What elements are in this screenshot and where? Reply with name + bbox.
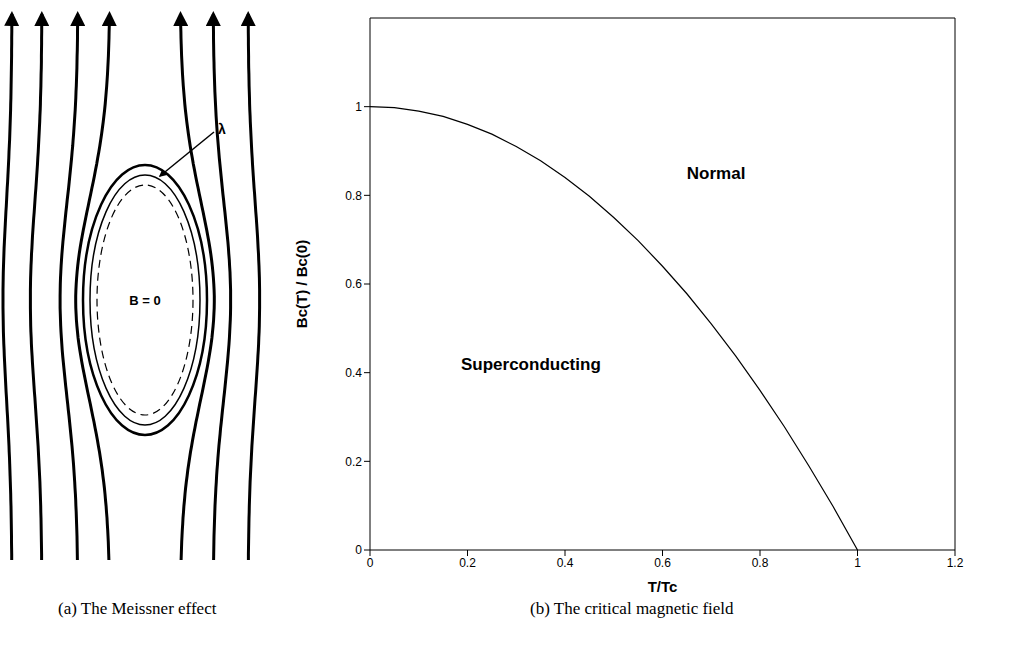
svg-text:0: 0 [367, 556, 374, 570]
svg-text:0: 0 [355, 543, 362, 557]
html-text:(b) The critical magnetic fiel: (b) The critical magnetic field [530, 599, 734, 618]
svg-text:0.2: 0.2 [459, 556, 476, 570]
svg-text:0.6: 0.6 [345, 277, 362, 291]
svg-text:T/Tc: T/Tc [648, 578, 678, 595]
svg-text:λ: λ [218, 121, 226, 137]
svg-text:0.8: 0.8 [345, 189, 362, 203]
svg-text:Bc(T) / Bc(0): Bc(T) / Bc(0) [293, 240, 310, 328]
svg-text:B = 0: B = 0 [129, 293, 160, 308]
svg-text:0.4: 0.4 [557, 556, 574, 570]
svg-text:Superconducting: Superconducting [461, 355, 601, 374]
svg-text:1.2: 1.2 [947, 556, 964, 570]
html-text:(a) The Meissner effect: (a) The Meissner effect [58, 599, 217, 618]
svg-text:0.8: 0.8 [752, 556, 769, 570]
svg-text:0.2: 0.2 [345, 455, 362, 469]
svg-text:0.6: 0.6 [654, 556, 671, 570]
svg-text:0.4: 0.4 [345, 366, 362, 380]
svg-text:Normal: Normal [687, 164, 746, 183]
svg-text:1: 1 [854, 556, 861, 570]
svg-text:1: 1 [355, 100, 362, 114]
